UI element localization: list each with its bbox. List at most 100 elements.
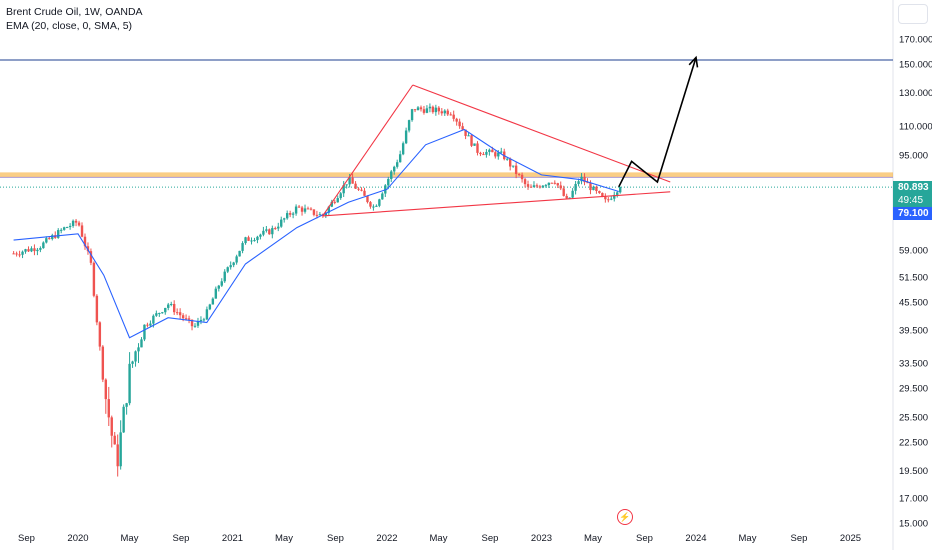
candle [550, 182, 554, 184]
y-tick-label: 130.000 [899, 88, 932, 99]
candle [33, 244, 36, 256]
x-tick-label: 2021 [222, 533, 243, 544]
candle-body [152, 315, 155, 324]
candle [155, 310, 158, 317]
candle-body [265, 229, 268, 231]
candle-body [571, 190, 574, 198]
candle [494, 150, 497, 159]
candle [437, 106, 441, 115]
candle-body [244, 237, 247, 244]
lightning-icon[interactable]: ⚡ [617, 509, 633, 525]
candle-body [241, 243, 244, 251]
candle [131, 360, 134, 368]
candle-body [68, 225, 72, 228]
candle-body [122, 406, 125, 433]
candle-body [482, 154, 485, 156]
candle [217, 284, 220, 292]
candle-body [488, 149, 491, 152]
candle-body [470, 135, 473, 146]
candle-body [262, 230, 265, 235]
candle-body [583, 176, 586, 183]
candle [220, 278, 223, 287]
candle-body [437, 107, 441, 112]
candle [283, 217, 286, 223]
candle-body [214, 288, 218, 299]
candle-body [175, 312, 179, 314]
candle-body [547, 182, 551, 186]
candle-body [294, 206, 298, 214]
projection-arrowhead [688, 55, 699, 68]
candle [604, 193, 607, 203]
candle-body [434, 107, 438, 113]
candle-body [404, 130, 408, 144]
candle-body [449, 114, 452, 116]
candle [476, 141, 479, 156]
candle [464, 129, 467, 140]
candle-body [363, 190, 366, 196]
candle-body [500, 151, 503, 153]
candle-body [193, 325, 197, 327]
y-tick-label: 45.500 [899, 297, 928, 308]
candle-body [104, 379, 108, 400]
candle-body [51, 235, 54, 239]
candle [413, 109, 417, 113]
candle [158, 312, 161, 317]
candle-body [381, 193, 384, 200]
candle-body [220, 281, 223, 286]
y-tick-label: 33.500 [899, 358, 928, 369]
candle [146, 322, 149, 328]
candle-body [369, 202, 372, 207]
candle [27, 246, 30, 253]
candle-body [125, 403, 128, 407]
candle-body [508, 158, 512, 167]
candle-body [422, 109, 426, 113]
candle [104, 378, 108, 414]
candle-body [538, 186, 542, 188]
x-tick-label: Sep [482, 533, 499, 544]
candle-body [375, 205, 378, 207]
candle-body [33, 248, 36, 252]
candle [202, 317, 206, 322]
candle [280, 216, 283, 228]
indicator-label: EMA (20, close, 0, SMA, 5) [6, 20, 133, 32]
horizontal-levels [0, 59, 893, 188]
candle-body [357, 188, 360, 190]
candle [229, 261, 232, 270]
candle-body [327, 206, 331, 213]
candle-body [184, 318, 188, 320]
candle-body [71, 220, 75, 226]
candle-body [80, 225, 84, 237]
candle [506, 157, 509, 161]
candle [262, 226, 265, 237]
candle [45, 236, 48, 244]
candle [199, 316, 203, 325]
candle [312, 209, 316, 217]
candle-body [146, 324, 149, 326]
candle [547, 182, 551, 189]
candle [357, 187, 360, 191]
candle-body [387, 178, 390, 186]
candle-body [556, 183, 559, 186]
candle [65, 226, 69, 229]
candle [92, 261, 96, 298]
y-tick-label: 150.000 [899, 60, 932, 71]
ema-series [13, 128, 619, 339]
candle [288, 210, 292, 218]
candle [553, 180, 556, 185]
candlestick-series [12, 103, 622, 477]
candle-body [610, 198, 613, 200]
candle [485, 149, 488, 158]
candle-body [595, 186, 598, 192]
candle-body [170, 303, 173, 305]
candle [107, 386, 110, 426]
y-tick-label: 15.000 [899, 518, 928, 529]
candle [458, 118, 461, 129]
candle-body [485, 151, 488, 155]
settings-icon[interactable] [898, 4, 928, 24]
candle-body [12, 253, 15, 255]
candle-body [134, 351, 137, 362]
x-tick-label: Sep [327, 533, 344, 544]
candle [556, 182, 559, 188]
candle [238, 250, 241, 257]
